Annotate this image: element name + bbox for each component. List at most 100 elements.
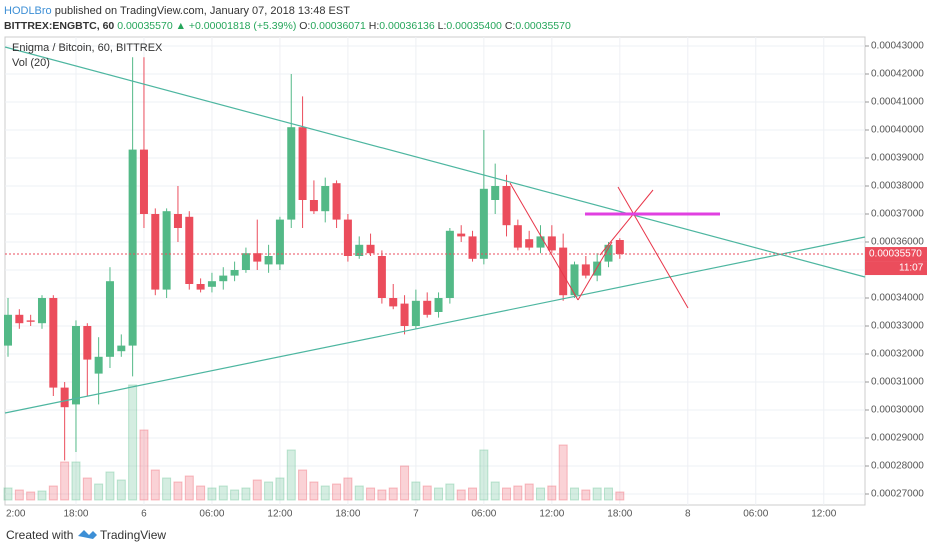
volume-bar xyxy=(82,477,92,501)
chart-title: Enigma / Bitcoin, 60, BITTREX xyxy=(12,42,163,54)
volume-bar xyxy=(400,465,410,501)
volume-bar xyxy=(14,489,24,501)
candle-body xyxy=(49,298,58,388)
candle-body xyxy=(457,233,466,237)
candle-body xyxy=(275,219,284,265)
volume-bar xyxy=(252,479,262,501)
candle-body xyxy=(173,214,182,228)
candle-body xyxy=(151,214,160,290)
candle-body xyxy=(604,244,613,262)
drawn-line xyxy=(509,182,579,301)
volume-bar xyxy=(241,487,251,501)
candle-body xyxy=(593,261,602,276)
candle-body xyxy=(332,183,341,220)
candle-body xyxy=(4,314,12,346)
footer-brand[interactable]: TradingView xyxy=(100,528,166,542)
volume-bar xyxy=(94,483,104,501)
y-tick-label: 0.00039000 xyxy=(871,153,924,164)
y-tick-label: 0.00037000 xyxy=(871,209,924,220)
c-label: C: xyxy=(505,20,516,32)
volume-bar xyxy=(48,485,58,501)
volume-bar xyxy=(116,479,126,501)
countdown: 11:07 xyxy=(899,263,924,274)
volume-bar xyxy=(570,487,579,501)
x-tick-label: 8 xyxy=(685,509,691,520)
volume-bar xyxy=(434,487,444,501)
y-tick-label: 0.00033000 xyxy=(871,321,924,332)
candle-body xyxy=(162,211,171,290)
x-tick-label: 6 xyxy=(141,509,147,520)
volume-bar xyxy=(479,449,489,501)
x-tick-label: 7 xyxy=(413,509,419,520)
candle-body xyxy=(105,281,114,357)
l-label: L: xyxy=(438,20,447,32)
volume-bar xyxy=(524,483,534,501)
countdown-box xyxy=(865,261,927,276)
volume-label: Vol (20) xyxy=(12,57,50,69)
y-tick-label: 0.00042000 xyxy=(871,69,924,80)
volume-bar xyxy=(275,477,285,501)
drawn-line xyxy=(617,186,689,309)
x-tick-label: 12:00 xyxy=(267,509,292,520)
x-tick-label: 12:00 xyxy=(539,509,564,520)
volume-bar xyxy=(513,485,523,501)
candle-body xyxy=(253,253,262,262)
candle-body xyxy=(377,256,386,298)
drawn-line xyxy=(577,241,613,301)
volume-bar xyxy=(71,461,81,501)
candle-body xyxy=(491,186,500,200)
volume-bar xyxy=(139,429,149,501)
candle-body xyxy=(309,200,318,212)
candle-body xyxy=(139,149,148,214)
candle-body xyxy=(15,314,24,324)
candle-body xyxy=(525,239,534,248)
candle-body xyxy=(400,303,409,326)
author[interactable]: HODLBro xyxy=(4,5,52,17)
volume-bar xyxy=(298,469,308,501)
x-tick-label: 06:00 xyxy=(743,509,768,520)
y-tick-label: 0.00029000 xyxy=(871,433,924,444)
candle-body xyxy=(615,240,624,255)
h: 0.00036136 xyxy=(379,20,435,32)
candle-body xyxy=(343,219,352,256)
header-line: HODLBro published on TradingView.com, Ja… xyxy=(4,5,350,17)
volume-bar xyxy=(366,487,376,501)
volume-bar xyxy=(411,481,421,501)
y-tick-label: 0.00032000 xyxy=(871,349,924,360)
volume-bar xyxy=(162,477,172,501)
candle-body xyxy=(37,298,46,324)
x-tick-label: 18:00 xyxy=(607,509,632,520)
volume-bar xyxy=(309,481,319,501)
volume-bar xyxy=(196,485,206,501)
candle-body xyxy=(434,298,443,312)
candle-body xyxy=(547,236,556,251)
volume-bar xyxy=(218,485,228,501)
l: 0.00035400 xyxy=(446,20,502,32)
volume-bar xyxy=(150,469,160,501)
trendline xyxy=(4,46,866,278)
volume-bar xyxy=(422,485,432,501)
candle-body xyxy=(570,264,579,296)
volume-bar xyxy=(184,475,194,501)
volume-bar xyxy=(105,471,115,501)
y-tick-label: 0.00027000 xyxy=(871,489,924,500)
y-tick-label: 0.00043000 xyxy=(871,41,924,52)
x-tick-label: 12:00 xyxy=(811,509,836,520)
last-price-box xyxy=(865,247,927,262)
volume-bar xyxy=(173,481,183,501)
x-tick-label: 2:00 xyxy=(6,509,26,520)
candle-body xyxy=(536,236,545,248)
ohlc-line: BITTREX:ENGBTC, 60 0.00035570 ▲ +0.00001… xyxy=(4,20,571,32)
last-price-label: 0.00035570 xyxy=(869,249,922,260)
candle-body xyxy=(264,256,273,265)
h-label: H: xyxy=(369,20,380,32)
drawings xyxy=(4,46,866,414)
y-tick-label: 0.00028000 xyxy=(871,461,924,472)
y-tick-label: 0.00038000 xyxy=(871,181,924,192)
y-tick-label: 0.00040000 xyxy=(871,125,924,136)
y-tick-label: 0.00036000 xyxy=(871,237,924,248)
x-tick-label: 06:00 xyxy=(199,509,224,520)
volume-bar xyxy=(558,444,568,501)
volume-bar xyxy=(456,489,466,501)
